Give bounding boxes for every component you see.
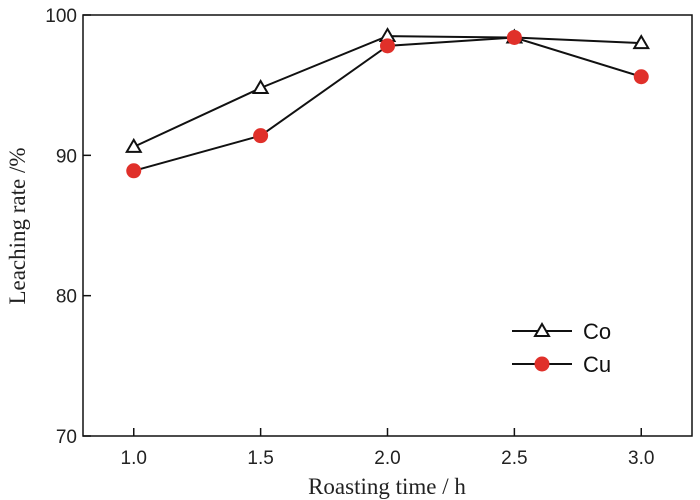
y-axis-title: Leaching rate /% <box>5 147 30 304</box>
legend-marker-co <box>533 322 551 337</box>
y-axis-ticks: 70 80 90 100 <box>45 6 91 448</box>
x-tick-label: 2.0 <box>374 448 400 469</box>
legend-label-cu: Cu <box>583 352 611 377</box>
point-cu <box>506 29 522 45</box>
legend-marker-cu <box>534 356 550 372</box>
point-cu <box>633 69 649 85</box>
legend-label-co: Co <box>583 319 611 344</box>
x-tick-label: 2.5 <box>501 448 527 469</box>
x-tick-label: 1.0 <box>121 448 147 469</box>
point-co <box>125 137 143 153</box>
x-axis-title: Roasting time / h <box>308 474 466 499</box>
point-cu <box>126 163 142 179</box>
point-cu <box>380 38 395 54</box>
legend: Co Cu <box>512 319 611 377</box>
y-tick-label: 80 <box>56 287 77 308</box>
y-tick-label: 100 <box>45 6 77 27</box>
point-cu <box>253 128 269 144</box>
series-layer <box>125 27 650 179</box>
x-axis-ticks: 1.0 1.5 2.0 2.5 3.0 <box>121 428 654 469</box>
series-line-cu <box>133 36 642 172</box>
y-tick-label: 70 <box>56 427 77 448</box>
x-tick-label: 3.0 <box>628 448 654 469</box>
x-tick-label: 1.5 <box>247 448 273 469</box>
y-tick-label: 90 <box>56 146 77 167</box>
point-co <box>251 78 270 94</box>
point-co <box>632 34 650 50</box>
